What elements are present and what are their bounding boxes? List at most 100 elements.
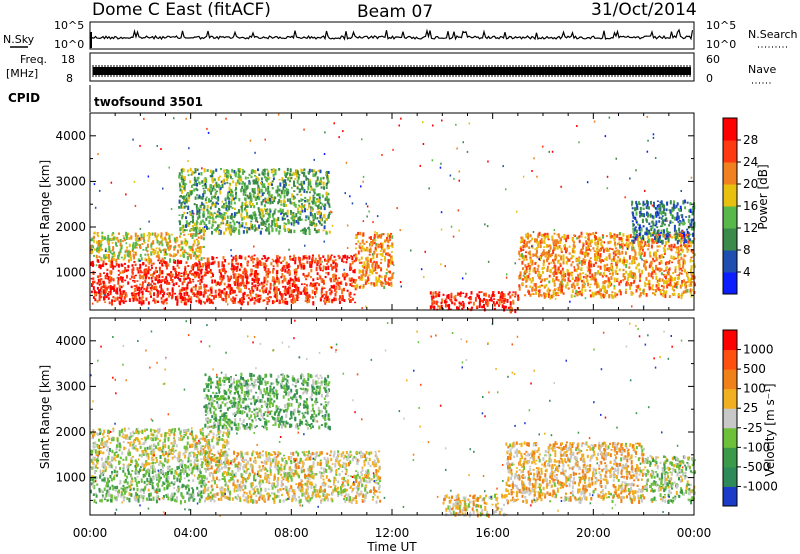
heatmap-pixel [315, 230, 318, 234]
heatmap-pixel [229, 228, 232, 233]
heatmap-pixel [577, 291, 580, 293]
heatmap-pixel [328, 206, 331, 208]
heatmap-pixel [107, 275, 110, 280]
nsearch-tick-bottom: 10^0 [706, 38, 736, 51]
heatmap-pixel [186, 276, 189, 280]
heatmap-pixel [280, 200, 283, 204]
heatmap-pixel [200, 291, 203, 296]
heatmap-pixel [226, 215, 229, 219]
heatmap-pixel [619, 244, 621, 249]
heatmap-pixel [552, 260, 555, 264]
heatmap-pixel [198, 211, 201, 215]
heatmap-pixel [468, 301, 471, 305]
heatmap-pixel [632, 246, 635, 250]
heatmap-pixel [147, 175, 150, 178]
heatmap-pixel [180, 195, 182, 198]
heatmap-pixel [229, 224, 232, 228]
heatmap-pixel [621, 242, 624, 245]
heatmap-pixel [281, 293, 284, 298]
heatmap-pixel [315, 180, 318, 184]
heatmap-pixel [286, 287, 289, 291]
heatmap-pixel [207, 210, 210, 215]
heatmap-pixel [359, 246, 362, 249]
heatmap-pixel [305, 278, 308, 281]
heatmap-pixel [631, 220, 634, 223]
heatmap-pixel [92, 236, 95, 240]
heatmap-pixel [673, 216, 676, 221]
heatmap-pixel [639, 273, 642, 278]
heatmap-pixel [291, 283, 294, 287]
heatmap-pixel [273, 295, 276, 298]
heatmap-pixel [285, 204, 288, 207]
heatmap-pixel [144, 276, 147, 280]
heatmap-pixel [629, 275, 632, 278]
heatmap-pixel [654, 253, 657, 258]
heatmap-pixel [234, 266, 237, 270]
heatmap-pixel [193, 188, 196, 192]
heatmap-pixel [373, 237, 376, 239]
heatmap-pixel [166, 279, 169, 283]
heatmap-pixel [550, 253, 553, 257]
heatmap-pixel [376, 232, 379, 236]
heatmap-pixel [235, 270, 238, 272]
heatmap-pixel [277, 288, 280, 292]
heatmap-pixel [639, 278, 641, 282]
heatmap-pixel [680, 214, 683, 217]
heatmap-pixel [386, 238, 389, 243]
heatmap-pixel [121, 240, 124, 242]
heatmap-pixel [119, 294, 122, 298]
heatmap-pixel [625, 264, 628, 268]
heatmap-pixel [297, 276, 300, 279]
heatmap-pixel [640, 242, 643, 246]
heatmap-pixel [222, 256, 225, 260]
heatmap-pixel [559, 288, 562, 293]
heatmap-pixel [378, 274, 381, 278]
heatmap-pixel [678, 233, 681, 237]
heatmap-pixel [304, 208, 306, 213]
heatmap-pixel [209, 174, 212, 178]
heatmap-pixel [176, 249, 179, 254]
heatmap-pixel [253, 254, 256, 257]
heatmap-pixel [112, 236, 115, 241]
heatmap-pixel [163, 278, 166, 282]
heatmap-pixel [246, 226, 249, 229]
heatmap-pixel [233, 216, 236, 219]
heatmap-pixel [116, 287, 119, 292]
heatmap-pixel [294, 178, 297, 180]
heatmap-pixel [543, 278, 546, 282]
heatmap-pixel [289, 255, 292, 258]
heatmap-pixel [584, 252, 587, 256]
heatmap-pixel [523, 241, 526, 245]
heatmap-pixel [582, 242, 585, 244]
heatmap-pixel [221, 219, 224, 222]
heatmap-pixel [324, 301, 327, 305]
heatmap-pixel [312, 218, 315, 222]
heatmap-pixel [217, 281, 219, 285]
heatmap-pixel [568, 245, 571, 248]
heatmap-pixel [275, 259, 277, 263]
heatmap-pixel [557, 267, 560, 271]
heatmap-pixel [248, 173, 251, 177]
heatmap-pixel [218, 208, 221, 212]
heatmap-pixel [632, 236, 635, 239]
heatmap-pixel [616, 234, 619, 238]
heatmap-pixel [663, 206, 666, 212]
heatmap-pixel [374, 239, 377, 242]
heatmap-pixel [669, 200, 672, 205]
heatmap-pixel [283, 228, 285, 230]
heatmap-pixel [522, 245, 525, 249]
heatmap-pixel [677, 255, 679, 258]
heatmap-pixel [197, 236, 200, 239]
heatmap-pixel [200, 172, 203, 176]
heatmap-pixel [270, 168, 273, 171]
heatmap-pixel [201, 180, 204, 184]
heatmap-pixel [100, 278, 103, 281]
heatmap-pixel [221, 183, 224, 189]
heatmap-pixel [579, 275, 582, 281]
heatmap-pixel [122, 258, 125, 261]
heatmap-pixel [234, 189, 237, 192]
heatmap-pixel [150, 283, 152, 286]
heatmap-pixel [324, 197, 327, 200]
heatmap-pixel [385, 272, 388, 275]
heatmap-pixel [680, 267, 683, 270]
